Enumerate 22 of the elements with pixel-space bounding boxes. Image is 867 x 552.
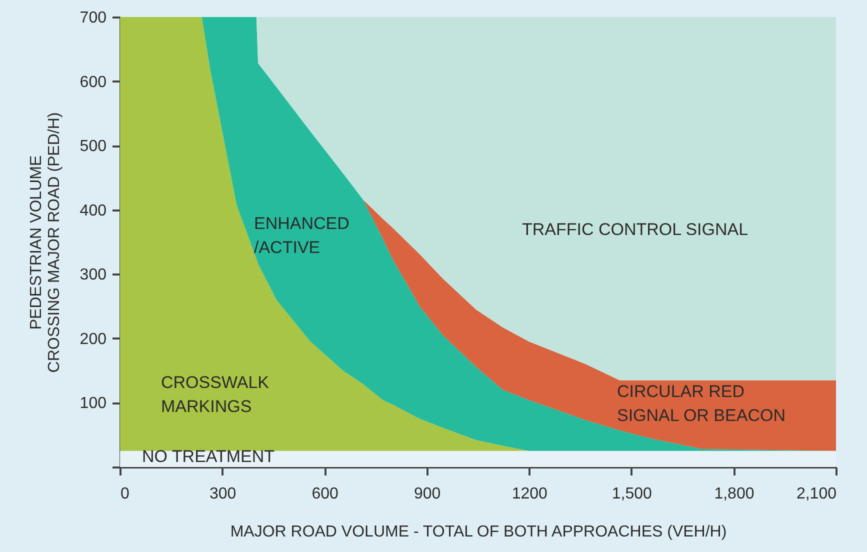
y-tick-label: 200	[80, 330, 107, 348]
y-tick-label: 500	[80, 138, 107, 156]
y-tick-label: 400	[80, 202, 107, 220]
x-tick-label: 1200	[512, 486, 548, 502]
x-tick-label: 0	[120, 486, 130, 502]
x-axis-title: MAJOR ROAD VOLUME - TOTAL OF BOTH APPROACHES (VEH/H)	[230, 524, 727, 540]
y-tick-label: 300	[80, 266, 107, 284]
x-tick-label: 600	[312, 486, 339, 502]
annotation: CIRCULAR RED SIGNAL OR BEACON	[617, 382, 786, 425]
y-axis-title: PEDESTRIAN VOLUME CROSSING MAJOR ROAD (PED/H)	[28, 112, 63, 373]
x-tick-label: 300	[209, 486, 236, 502]
y-tick-label: 600	[80, 74, 107, 91]
annotation: CROSSWALK MARKINGS	[161, 373, 270, 416]
y-tick-label: 100	[80, 395, 107, 412]
annotation: ENHANCED /ACTIVE	[254, 214, 350, 257]
annotation: NO TREATMENT	[142, 447, 275, 466]
y-tick-label: 700	[80, 10, 107, 26]
x-tick-label: 1,800	[714, 486, 754, 502]
x-tick-label: 1,500	[612, 486, 652, 502]
annotation: TRAFFIC CONTROL SIGNAL	[522, 220, 748, 239]
x-tick-label: 900	[414, 486, 441, 502]
x-tick-label: 2,100	[796, 486, 837, 502]
